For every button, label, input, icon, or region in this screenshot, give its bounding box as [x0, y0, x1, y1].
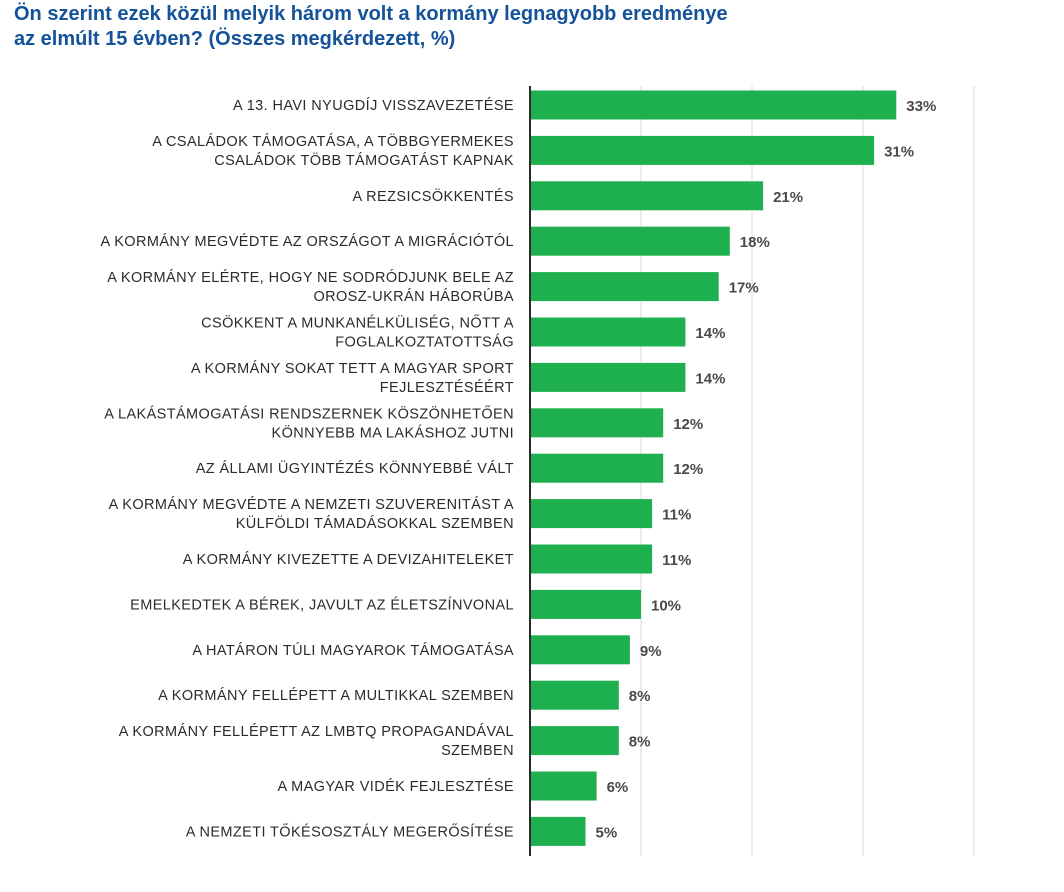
chart-title-line-1: Ön szerint ezek közül melyik három volt …: [14, 3, 728, 25]
category-label: CSALÁDOK TÖBB TÁMOGATÁST KAPNAK: [214, 151, 514, 169]
bar: [530, 816, 586, 846]
category-label: A KORMÁNY SOKAT TETT A MAGYAR SPORT: [191, 360, 514, 377]
bar: [530, 499, 653, 529]
value-label: 10%: [651, 597, 681, 614]
category-label: A KORMÁNY KIVEZETTE A DEVIZAHITELEKET: [183, 551, 514, 568]
value-label: 21%: [773, 189, 803, 206]
bar: [530, 680, 619, 710]
bar: [530, 771, 597, 801]
value-label: 6%: [607, 779, 629, 796]
bar: [530, 135, 875, 165]
category-label: AZ ÁLLAMI ÜGYINTÉZÉS KÖNNYEBBÉ VÁLT: [196, 459, 514, 477]
bar: [530, 453, 664, 483]
value-label: 14%: [695, 325, 725, 342]
category-label: OROSZ-UKRÁN HÁBORÚBA: [313, 288, 514, 305]
value-label: 17%: [729, 280, 759, 297]
bar: [530, 544, 653, 574]
category-label: FOGLALKOZTATOTTSÁG: [335, 334, 514, 351]
category-label: A HATÁRON TÚLI MAGYAROK TÁMOGATÁSA: [192, 642, 514, 659]
category-label: A MAGYAR VIDÉK FEJLESZTÉSE: [277, 778, 514, 795]
bar: [530, 362, 686, 392]
bar: [530, 226, 730, 256]
value-label: 11%: [662, 507, 691, 524]
value-label: 5%: [596, 824, 618, 841]
category-label: A REZSICSÖKKENTÉS: [352, 187, 514, 205]
value-label: 9%: [640, 643, 662, 660]
category-label: SZEMBEN: [441, 743, 514, 759]
bar: [530, 181, 764, 211]
category-label: EMELKEDTEK A BÉREK, JAVULT AZ ÉLETSZÍNVO…: [130, 596, 514, 613]
value-label: 8%: [629, 734, 651, 751]
category-label: KÜLFÖLDI TÁMADÁSOKKAL SZEMBEN: [236, 514, 514, 532]
bar: [530, 635, 630, 665]
category-label: A CSALÁDOK TÁMOGATÁSA, A TÖBBGYERMEKES: [152, 132, 514, 150]
category-labels: A 13. HAVI NYUGDÍJ VISSZAVEZETÉSE A CSALÁ…: [101, 97, 514, 840]
category-label: KÖNNYEBB MA LAKÁSHOZ JUTNI: [272, 423, 514, 441]
value-label: 14%: [695, 370, 725, 387]
value-label: 12%: [673, 461, 703, 478]
value-labels: 33% 31% 21% 18% 17% 14% 14% 12% 12% 11% 11% 10% 9% 8%…: [596, 98, 937, 841]
bar: [530, 589, 641, 619]
category-label: A 13. HAVI NYUGDÍJ VISSZAVEZETÉSE: [233, 97, 514, 114]
value-label: 12%: [673, 416, 703, 433]
value-label: 31%: [884, 143, 914, 160]
category-label: A KORMÁNY FELLÉPETT AZ LMBTQ PROPAGANDÁV…: [119, 723, 514, 740]
chart-title-line-2: az elmúlt 15 évben? (Összes megkérdezett…: [14, 28, 456, 50]
value-label: 33%: [906, 98, 936, 115]
value-label: 18%: [740, 234, 770, 251]
bar: [530, 726, 619, 756]
category-label: A NEMZETI TŐKÉSOSZTÁLY MEGERŐSÍTÉSE: [186, 823, 514, 840]
category-label: FEJLESZTÉSÉÉRT: [380, 379, 514, 396]
bar: [530, 90, 897, 120]
bar: [530, 317, 686, 347]
bar: [530, 272, 719, 302]
chart-title: Ön szerint ezek közül melyik három volt …: [14, 2, 1034, 52]
value-label: 11%: [662, 552, 691, 569]
category-label: CSÖKKENT A MUNKANÉLKÜLISÉG, NŐTT A: [201, 314, 514, 332]
value-label: 8%: [629, 688, 651, 705]
bar: [530, 408, 664, 438]
category-label: A KORMÁNY ELÉRTE, HOGY NE SODRÓDJUNK BEL…: [107, 269, 514, 286]
category-label: A KORMÁNY FELLÉPETT A MULTIKKAL SZEMBEN: [158, 687, 514, 704]
category-label: A LAKÁSTÁMOGATÁSI RENDSZERNEK KÖSZÖNHETŐ…: [104, 404, 514, 422]
bars: [530, 90, 897, 846]
category-label: A KORMÁNY MEGVÉDTE AZ ORSZÁGOT A MIGRÁCI…: [101, 233, 514, 250]
category-label: A KORMÁNY MEGVÉDTE A NEMZETI SZUVERENITÁ…: [109, 496, 514, 513]
